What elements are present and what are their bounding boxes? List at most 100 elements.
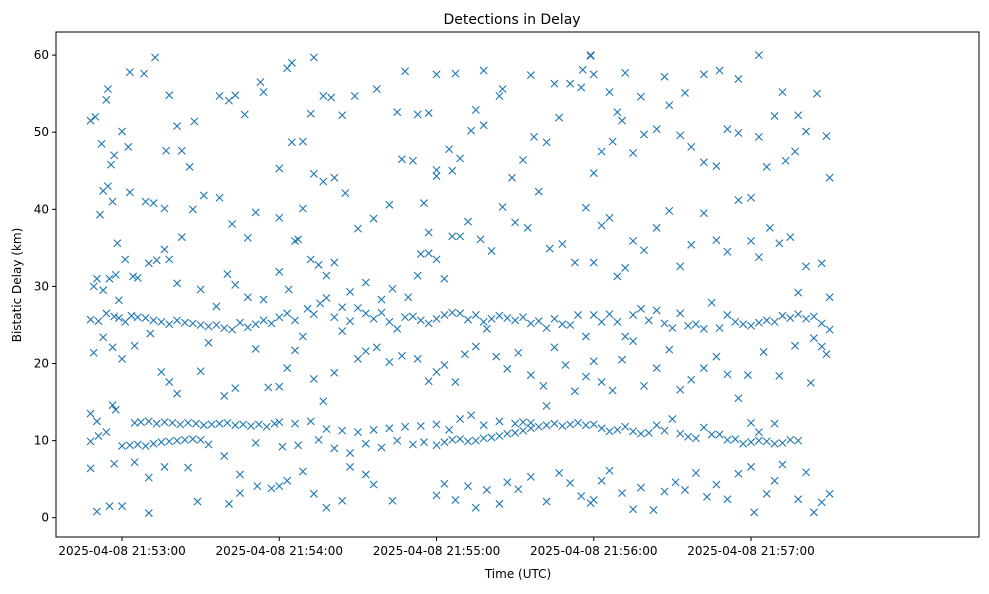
data-point [322,503,331,512]
data-point [92,507,101,516]
data-point [754,436,763,445]
data-point [108,343,117,352]
data-point [665,206,674,215]
data-point [822,132,831,141]
data-point [275,267,284,276]
data-point [251,344,260,353]
data-point [157,438,166,447]
data-point [196,285,205,294]
data-point [526,472,535,481]
data-point [259,295,268,304]
data-point [676,429,685,438]
data-point [309,169,318,178]
data-point [676,309,685,318]
data-point [652,364,661,373]
data-point [445,425,454,434]
data-point [813,89,822,98]
data-point [456,232,465,241]
data-point [762,437,771,446]
data-point [665,101,674,110]
data-point [125,441,134,450]
data-point [660,72,669,81]
data-point [566,320,575,329]
data-point [747,321,755,330]
data-point [231,421,240,430]
data-point [322,271,331,280]
data-point [550,79,559,88]
data-point [471,105,480,114]
data-point [330,368,339,377]
data-point [283,364,292,373]
data-point [165,255,174,264]
data-point [511,419,520,428]
data-point [251,438,260,447]
x-tick-label: 2025-04-08 21:56:00 [530,544,657,558]
data-point [113,239,122,248]
data-point [130,341,139,350]
data-point [589,258,598,267]
data-point [235,318,244,327]
data-point [636,304,645,313]
data-point [762,316,771,325]
data-point [231,280,240,289]
data-point [173,279,182,288]
data-point [809,312,818,321]
data-point [495,417,504,426]
data-point [180,435,189,444]
data-point [817,342,826,351]
data-point [397,351,406,360]
data-point [416,316,425,325]
y-tick-label: 10 [34,434,49,448]
data-point [715,430,724,439]
data-point [542,421,551,430]
data-point [479,434,488,443]
data-point [114,296,123,305]
data-point [519,426,527,435]
data-point [377,443,386,452]
data-point [102,309,111,318]
data-point [471,436,480,445]
data-point [794,288,803,297]
data-point [432,166,441,174]
data-point [291,236,299,245]
data-point [204,338,213,347]
data-point [105,274,114,283]
data-point [523,223,532,232]
data-point [96,210,105,219]
data-point [309,53,318,62]
data-point [144,259,153,268]
data-point [353,354,362,363]
data-point [133,273,142,282]
data-point [361,439,370,448]
data-point [660,487,669,496]
data-point [338,496,347,505]
data-point [89,348,98,357]
data-point [388,496,397,505]
x-tick-label: 2025-04-08 21:55:00 [373,544,500,558]
data-point [207,420,216,429]
data-point [196,320,205,329]
data-point [636,483,645,492]
data-point [825,293,834,302]
data-point [581,332,590,341]
data-point [589,169,598,178]
data-point [291,346,299,355]
data-point [451,496,460,504]
data-point [668,415,677,424]
data-point [177,233,186,242]
data-point [240,110,249,119]
data-point [369,480,378,489]
data-point [691,469,700,477]
data-point [786,435,795,444]
data-point [577,492,586,501]
data-point [309,310,318,319]
data-point [492,352,501,361]
data-point [246,421,255,430]
data-point [794,310,803,319]
data-point [636,429,645,438]
data-point [160,204,169,213]
data-point [613,272,622,281]
data-point [243,233,252,242]
data-point [508,173,516,182]
data-point [762,162,771,171]
